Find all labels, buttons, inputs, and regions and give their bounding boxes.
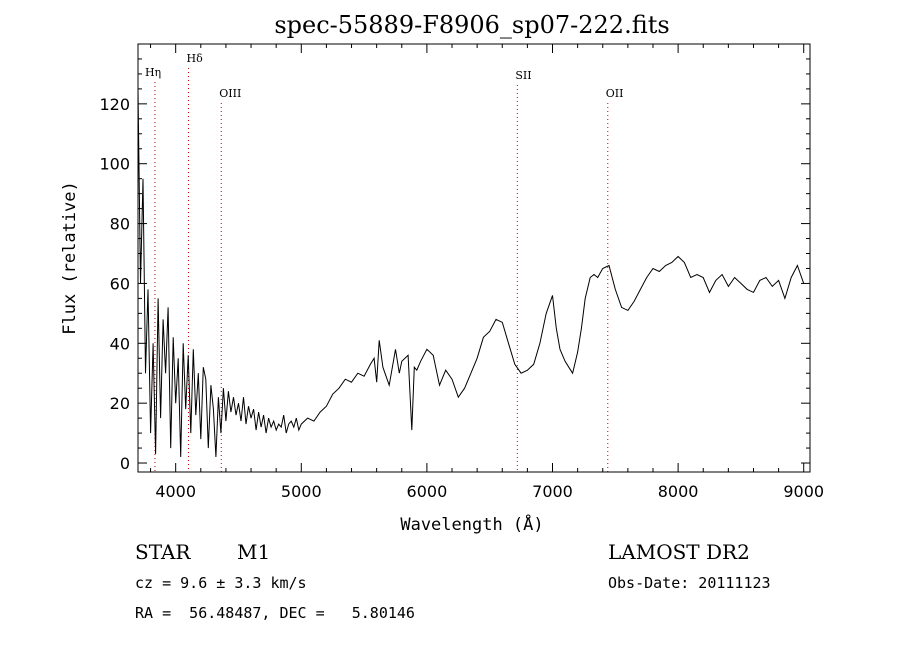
x-axis-label: Wavelength (Å) <box>400 513 543 535</box>
y-tick-label: 60 <box>110 274 130 293</box>
line-labels: Hη Hδ OIII SII OII <box>145 52 624 100</box>
line-label: Hη <box>145 66 161 79</box>
line-label: Hδ <box>186 52 203 65</box>
y-tick-label: 20 <box>110 394 130 413</box>
x-tick-label: 5000 <box>281 482 322 501</box>
emission-line-markers <box>154 68 609 472</box>
x-tick-label: 8000 <box>658 482 699 501</box>
x-tick-label: 4000 <box>155 482 196 501</box>
axis-ticks: 4000 5000 6000 7000 8000 9000 0 20 40 60 80 100 120 <box>99 44 824 501</box>
x-tick-label: 6000 <box>407 482 448 501</box>
spectrum-line <box>137 88 805 458</box>
survey-name: LAMOST DR2 <box>608 540 750 564</box>
y-tick-label: 40 <box>110 334 130 353</box>
y-axis-label: Flux (relative) <box>60 181 80 335</box>
line-label: SII <box>515 69 531 82</box>
x-tick-label: 7000 <box>532 482 573 501</box>
y-tick-label: 80 <box>110 215 130 234</box>
object-subclass: M1 <box>237 540 271 564</box>
redshift-text: cz = 9.6 ± 3.3 km/s <box>135 574 307 592</box>
y-tick-label: 0 <box>120 454 130 473</box>
chart-title: spec-55889-F8906_sp07-222.fits <box>274 11 669 39</box>
y-tick-label: 100 <box>99 155 130 174</box>
obs-date: Obs-Date: 20111123 <box>608 574 771 592</box>
line-label: OIII <box>219 87 241 100</box>
object-class: STAR <box>135 540 191 564</box>
x-tick-label: 9000 <box>783 482 824 501</box>
plot-frame <box>137 43 811 473</box>
coordinates: RA = 56.48487, DEC = 5.80146 <box>135 604 415 622</box>
y-tick-label: 120 <box>99 95 130 114</box>
line-label: OII <box>606 87 624 100</box>
spectrum-series <box>137 88 805 458</box>
